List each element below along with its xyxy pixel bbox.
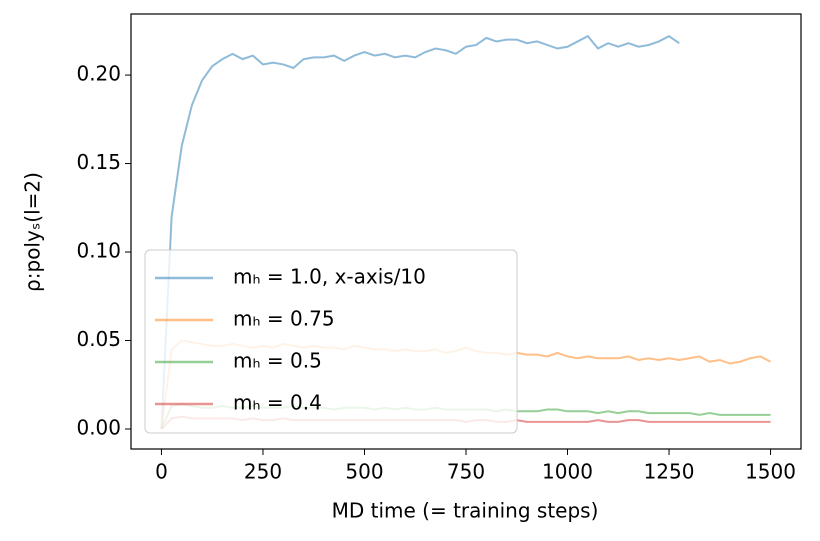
- x-tick-label: 1250: [644, 460, 695, 484]
- legend-label: mₕ = 0.75: [233, 307, 335, 331]
- y-tick-label: 0.20: [76, 62, 121, 86]
- y-tick-label: 0.15: [76, 150, 121, 174]
- legend-label: mₕ = 0.4: [233, 391, 322, 415]
- x-tick-label: 1500: [745, 460, 796, 484]
- y-tick-label: 0.10: [76, 239, 121, 263]
- legend-box: [144, 249, 518, 434]
- x-tick-label: 0: [155, 460, 168, 484]
- x-tick-label: 1000: [542, 460, 593, 484]
- x-tick-label: 750: [447, 460, 485, 484]
- axes-frame: [130, 13, 802, 450]
- series-line: [160, 34, 680, 430]
- y-tick-label: 0.05: [76, 327, 121, 351]
- x-axis-label: MD time (= training steps): [332, 499, 599, 523]
- y-axis-label: ρ:polyₛ(l=2): [21, 172, 45, 292]
- y-tick-label: 0.00: [76, 416, 121, 440]
- x-tick-label: 250: [244, 460, 282, 484]
- legend-label: mₕ = 1.0, x-axis/10: [233, 265, 426, 289]
- x-tick-label: 500: [345, 460, 383, 484]
- legend-label: mₕ = 0.5: [233, 349, 322, 373]
